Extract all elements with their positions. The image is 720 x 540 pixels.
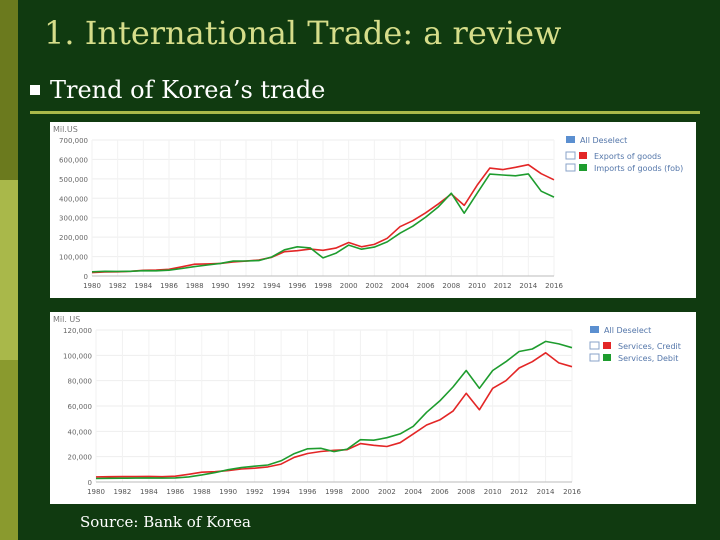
legend-label: Exports of goods bbox=[594, 152, 661, 161]
x-tick-label: 1988 bbox=[186, 282, 204, 290]
x-tick-label: 2000 bbox=[352, 488, 370, 496]
x-tick-label: 1992 bbox=[237, 282, 255, 290]
legend-label: Imports of goods (fob) bbox=[594, 164, 683, 173]
left-accent-band-middle bbox=[0, 180, 18, 360]
x-tick-label: 1998 bbox=[325, 488, 343, 496]
goods-trade-chart-panel: Mil.US 0 100,000 200,000 300,000 400,000 500,0… bbox=[50, 122, 696, 298]
y-tick-label: 60,000 bbox=[68, 403, 93, 411]
y-tick-label: 120,000 bbox=[63, 327, 92, 335]
y-tick-label: 200,000 bbox=[59, 234, 88, 242]
x-tick-label: 1984 bbox=[134, 282, 152, 290]
x-tick-label: 1990 bbox=[211, 282, 229, 290]
series-line-services-credit bbox=[95, 351, 573, 478]
x-tick-label: 2006 bbox=[431, 488, 449, 496]
chart-background bbox=[50, 312, 696, 504]
x-tick-label: 1996 bbox=[299, 488, 317, 496]
legend-swatch bbox=[579, 164, 587, 171]
y-tick-label: 40,000 bbox=[68, 428, 93, 436]
series-line-exports-of-goods bbox=[91, 163, 555, 274]
x-tick-label: 1998 bbox=[314, 282, 332, 290]
y-tick-label: 500,000 bbox=[59, 176, 88, 184]
legend-swatch bbox=[603, 342, 611, 349]
y-tick-label: 80,000 bbox=[68, 378, 93, 386]
x-tick-label: 1984 bbox=[140, 488, 158, 496]
y-unit-label: Mil.US bbox=[53, 125, 78, 134]
series-line-imports-of-goods-fob- bbox=[91, 173, 555, 273]
legend-swatch bbox=[579, 152, 587, 159]
x-tick-label: 1986 bbox=[160, 282, 178, 290]
legend-title: All Deselect bbox=[604, 326, 651, 335]
x-tick-label: 2014 bbox=[519, 282, 537, 290]
x-tick-label: 2008 bbox=[442, 282, 460, 290]
x-tick-label: 1990 bbox=[219, 488, 237, 496]
chart-toggle-icon bbox=[565, 151, 576, 160]
x-tick-label: 2000 bbox=[340, 282, 358, 290]
title-divider bbox=[30, 111, 700, 114]
x-tick-label: 1992 bbox=[246, 488, 264, 496]
x-tick-label: 2014 bbox=[537, 488, 555, 496]
x-tick-label: 2010 bbox=[484, 488, 502, 496]
x-tick-label: 2002 bbox=[365, 282, 383, 290]
y-unit-label: Mil. US bbox=[53, 315, 80, 324]
x-tick-label: 2002 bbox=[378, 488, 396, 496]
deselect-icon bbox=[590, 326, 599, 333]
services-trade-chart-panel: Mil. US 0 20,000 40,000 60,000 80,000 100,000 1… bbox=[50, 312, 696, 504]
x-tick-label: 2016 bbox=[545, 282, 563, 290]
legend-swatch bbox=[603, 354, 611, 361]
y-tick-label: 0 bbox=[84, 273, 88, 281]
left-accent-band-bottom bbox=[0, 360, 18, 540]
services-trade-chart: Mil. US 0 20,000 40,000 60,000 80,000 100,000 1… bbox=[50, 312, 696, 504]
y-tick-label: 100,000 bbox=[63, 352, 92, 360]
x-tick-label: 2010 bbox=[468, 282, 486, 290]
y-tick-label: 20,000 bbox=[68, 454, 93, 462]
y-tick-label: 100,000 bbox=[59, 254, 88, 262]
x-tick-label: 1986 bbox=[166, 488, 184, 496]
series-line-services-debit bbox=[95, 340, 573, 480]
deselect-icon bbox=[566, 136, 575, 143]
x-tick-label: 2012 bbox=[494, 282, 512, 290]
x-tick-label: 1994 bbox=[272, 488, 290, 496]
square-bullet-icon bbox=[30, 84, 40, 95]
x-tick-label: 2004 bbox=[404, 488, 422, 496]
x-tick-label: 1996 bbox=[288, 282, 306, 290]
x-tick-label: 1988 bbox=[193, 488, 211, 496]
y-tick-label: 0 bbox=[88, 479, 92, 487]
x-tick-label: 2012 bbox=[510, 488, 528, 496]
x-tick-label: 2016 bbox=[563, 488, 581, 496]
x-tick-label: 1982 bbox=[114, 488, 132, 496]
goods-trade-chart: Mil.US 0 100,000 200,000 300,000 400,000 500,0… bbox=[50, 122, 696, 298]
bullet-text: Trend of Korea’s trade bbox=[50, 76, 326, 104]
x-tick-label: 2008 bbox=[457, 488, 475, 496]
y-tick-label: 600,000 bbox=[59, 156, 88, 164]
y-tick-label: 300,000 bbox=[59, 215, 88, 223]
x-tick-label: 1980 bbox=[83, 282, 101, 290]
y-tick-label: 400,000 bbox=[59, 195, 88, 203]
chart-toggle-icon bbox=[589, 353, 600, 362]
chart-toggle-icon bbox=[565, 163, 576, 172]
chart-background bbox=[50, 122, 696, 298]
y-tick-label: 700,000 bbox=[59, 137, 88, 145]
legend-title: All Deselect bbox=[580, 136, 627, 145]
legend-label: Services, Debit bbox=[618, 354, 678, 363]
source-note: Source: Bank of Korea bbox=[80, 513, 251, 531]
legend-label: Services, Credit bbox=[618, 342, 681, 351]
slide-title: 1. International Trade: a review bbox=[44, 14, 562, 52]
x-tick-label: 1982 bbox=[109, 282, 127, 290]
x-tick-label: 1994 bbox=[263, 282, 281, 290]
x-tick-label: 2006 bbox=[417, 282, 435, 290]
left-accent-band-top bbox=[0, 0, 18, 180]
x-tick-label: 1980 bbox=[87, 488, 105, 496]
chart-toggle-icon bbox=[589, 341, 600, 350]
bullet-item: Trend of Korea’s trade bbox=[30, 76, 325, 104]
x-tick-label: 2004 bbox=[391, 282, 409, 290]
